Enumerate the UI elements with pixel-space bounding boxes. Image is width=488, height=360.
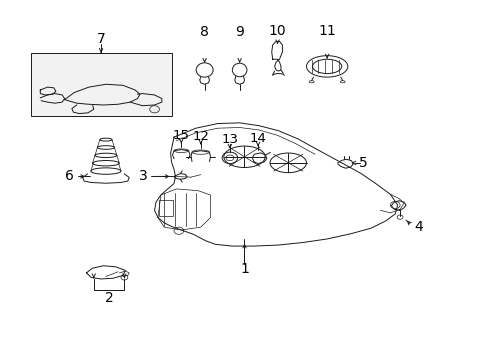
Text: 11: 11: [318, 24, 335, 38]
Text: 5: 5: [359, 156, 367, 170]
Text: 12: 12: [192, 130, 209, 143]
Text: 2: 2: [104, 291, 113, 305]
Text: 6: 6: [65, 170, 74, 184]
Bar: [159, 200, 173, 216]
Text: 10: 10: [268, 24, 286, 38]
Bar: [30, 53, 171, 116]
Text: 8: 8: [200, 25, 209, 39]
Text: 15: 15: [172, 129, 189, 142]
Text: 7: 7: [97, 32, 105, 46]
Text: 3: 3: [139, 170, 147, 184]
Text: 14: 14: [249, 132, 266, 145]
Text: 4: 4: [413, 220, 422, 234]
Text: 9: 9: [235, 25, 244, 39]
Text: 13: 13: [221, 133, 238, 146]
Text: 1: 1: [240, 262, 248, 276]
